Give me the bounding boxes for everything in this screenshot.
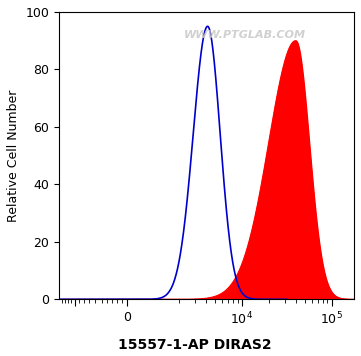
- Text: WWW.PTGLAB.COM: WWW.PTGLAB.COM: [184, 30, 306, 40]
- Text: 15557-1-AP DIRAS2: 15557-1-AP DIRAS2: [118, 339, 272, 352]
- Y-axis label: Relative Cell Number: Relative Cell Number: [7, 89, 20, 222]
